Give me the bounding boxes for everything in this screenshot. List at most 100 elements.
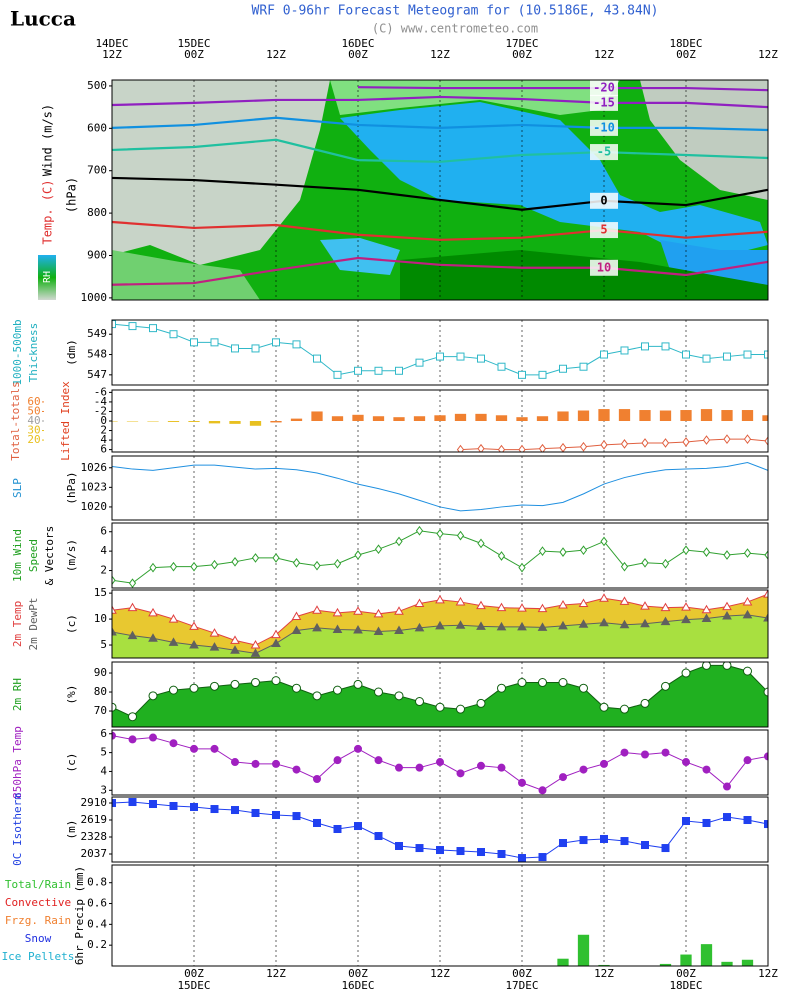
point-marker [538,546,547,556]
y-tick-label: 1000 [81,291,108,304]
point-marker [701,613,712,623]
y-axis-unit: (hPa) [65,471,78,504]
point-marker [681,614,691,624]
bar [577,410,590,421]
y-tick-label: 5 [100,638,107,651]
point-marker [579,765,588,774]
area-fill [112,665,768,727]
point-marker [210,338,219,347]
point-marker [558,678,568,688]
point-marker [763,613,768,622]
y-axis-unit: (c) [65,614,78,634]
point-marker [518,370,526,379]
rh-saturated [320,238,400,275]
point-marker [395,536,403,547]
point-marker [190,561,198,572]
bar [372,416,385,421]
point-marker [312,691,322,701]
point-marker [743,548,752,558]
time-hour-label: 00Z [512,967,532,980]
rh-moist-band [400,250,768,300]
point-marker [578,598,589,607]
point-marker [149,733,157,742]
point-marker [538,678,547,688]
point-marker [127,602,138,612]
point-marker [743,816,752,825]
point-marker [723,813,731,822]
point-marker [169,801,178,810]
y-tick-label: 1023 [81,480,108,493]
point-marker [374,756,383,765]
time-day-label: 16DEC [341,979,374,992]
point-marker [435,620,445,630]
panel-frame [111,796,769,863]
time-hour-label: 00Z [512,48,532,61]
point-marker [641,750,649,759]
y-tick-label: 0.4 [87,917,107,930]
y-tick-label: 547 [87,368,107,381]
point-marker [559,773,567,782]
point-marker [333,558,342,569]
point-marker [599,702,609,712]
point-marker [537,622,548,631]
point-marker [518,562,526,573]
isotherm [112,95,768,109]
rh-legend-label: RH [42,271,53,283]
point-marker [374,687,383,697]
point-marker [456,847,465,856]
point-marker [599,593,609,602]
point-marker [600,759,608,768]
panel-frame [111,455,769,521]
rh-saturated [340,102,768,262]
y2-tick-label: 30 [27,424,40,437]
point-marker [333,370,342,379]
bar [249,421,262,426]
legend-entry: Total/Rain [5,878,71,891]
point-marker [455,596,466,606]
point-marker [354,550,362,560]
point-marker [497,362,506,371]
point-marker [661,558,670,569]
point-marker [701,604,712,614]
point-marker [436,758,444,767]
point-marker [332,607,343,617]
point-marker [414,598,425,607]
time-hour-label: 00Z [676,967,696,980]
point-marker [641,557,649,568]
panel-frame [111,389,769,453]
bar [741,410,754,421]
y2-tick-label: 40 [27,414,40,427]
y-tick-label: 3 [100,783,107,796]
point-marker [600,834,608,843]
legend-entry: Frzg. Rain [5,914,71,927]
isotherm [112,220,768,241]
point-marker [149,324,157,333]
point-marker [702,354,711,363]
point-marker [579,836,588,845]
time-day-label: 15DEC [177,37,210,50]
point-marker [231,344,239,353]
y-tick-label: -2 [94,404,107,417]
point-marker [312,622,322,632]
rh-dry-patch [640,80,768,200]
isotherm [112,256,768,286]
y-axis-label: 6hr Precip (mm) [73,866,86,965]
point-marker [559,547,567,557]
point-marker [272,553,280,563]
point-marker [723,434,731,444]
point-marker [415,844,424,853]
y-tick-label: 900 [87,248,107,261]
point-marker [476,698,486,708]
y-tick-label: 2 [100,564,107,577]
y-axis-unit: (m/s) [65,539,78,572]
point-marker [415,358,424,367]
point-marker [354,822,362,831]
point-marker [702,547,711,557]
point-marker [456,530,465,541]
point-marker [127,630,138,640]
point-marker [250,640,261,649]
point-marker [497,551,506,561]
point-marker [231,556,239,567]
point-marker [189,683,199,693]
point-marker [149,562,157,573]
